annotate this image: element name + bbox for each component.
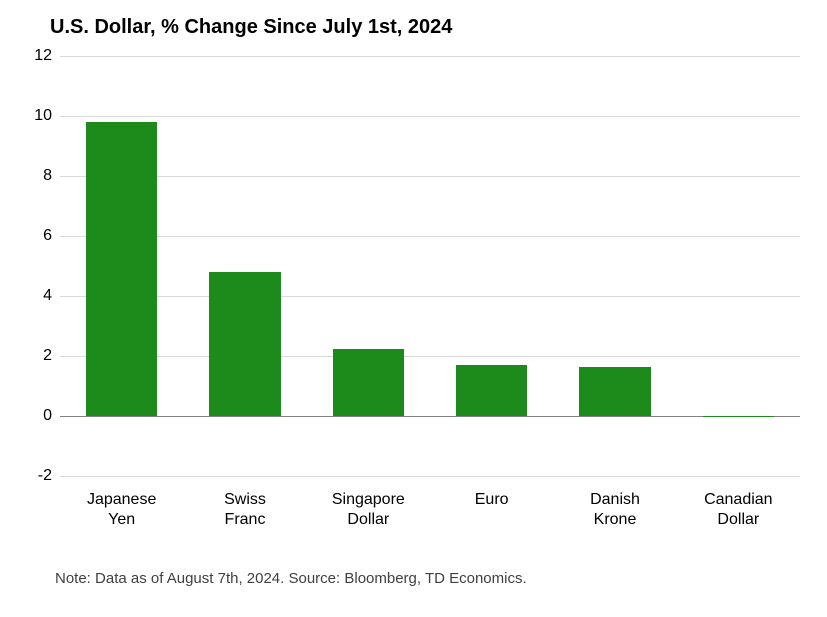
- x-tick-label: DanishKrone: [553, 490, 676, 530]
- y-tick-label: 10: [34, 107, 60, 125]
- plot-area: -2024681012JapaneseYenSwissFrancSingapor…: [60, 56, 800, 476]
- bar: [456, 365, 528, 416]
- grid-line: [60, 176, 800, 177]
- bar: [579, 367, 651, 417]
- bar: [333, 349, 405, 417]
- y-tick-label: 0: [43, 407, 60, 425]
- y-tick-label: 8: [43, 167, 60, 185]
- y-tick-label: 6: [43, 227, 60, 245]
- grid-line: [60, 296, 800, 297]
- x-tick-label: SingaporeDollar: [307, 490, 430, 530]
- grid-line: [60, 476, 800, 477]
- x-tick-label: JapaneseYen: [60, 490, 183, 530]
- x-tick-label: Euro: [430, 490, 553, 510]
- chart-title: U.S. Dollar, % Change Since July 1st, 20…: [50, 16, 452, 39]
- grid-line: [60, 236, 800, 237]
- chart-note: Note: Data as of August 7th, 2024. Sourc…: [55, 570, 527, 587]
- y-tick-label: 2: [43, 347, 60, 365]
- grid-line: [60, 56, 800, 57]
- bar: [209, 272, 281, 416]
- y-tick-label: -2: [38, 467, 60, 485]
- grid-line: [60, 356, 800, 357]
- grid-line: [60, 116, 800, 117]
- y-tick-label: 12: [34, 47, 60, 65]
- x-tick-label: SwissFranc: [183, 490, 306, 530]
- y-tick-label: 4: [43, 287, 60, 305]
- currency-change-chart: U.S. Dollar, % Change Since July 1st, 20…: [0, 0, 827, 617]
- bar: [86, 122, 158, 416]
- bar: [703, 416, 775, 417]
- x-tick-label: CanadianDollar: [677, 490, 800, 530]
- grid-line: [60, 416, 800, 417]
